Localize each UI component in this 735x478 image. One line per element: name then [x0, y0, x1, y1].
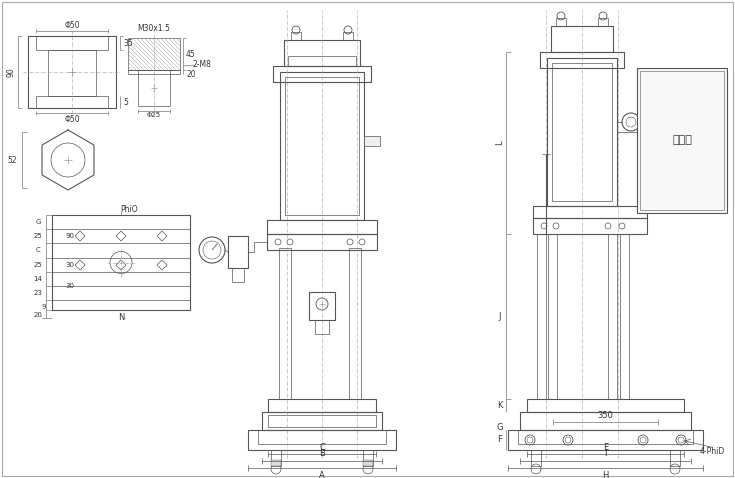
Text: H: H [602, 470, 609, 478]
Text: 4-PhiD: 4-PhiD [700, 447, 725, 456]
Text: 9: 9 [42, 304, 46, 310]
Bar [343, 32, 353, 40]
Bar [527, 399, 684, 412]
Text: F: F [498, 435, 503, 445]
Text: 14: 14 [34, 276, 43, 282]
Polygon shape [116, 260, 126, 270]
Bar [128, 70, 180, 74]
Text: M30x1.5: M30x1.5 [137, 23, 171, 33]
Text: L: L [495, 141, 504, 145]
Bar [533, 218, 647, 234]
Bar [556, 18, 566, 26]
Bar [315, 320, 329, 334]
Bar [284, 40, 360, 66]
Bar [637, 68, 727, 213]
Text: 90: 90 [7, 67, 15, 77]
Text: 2-M8: 2-M8 [193, 59, 212, 68]
Bar [232, 268, 244, 282]
Bar [363, 460, 373, 466]
Bar [608, 234, 617, 399]
Bar [309, 292, 335, 320]
Bar [128, 38, 180, 70]
Text: 35: 35 [123, 39, 133, 47]
Text: Φ50: Φ50 [64, 21, 80, 30]
Text: PhiO: PhiO [121, 205, 137, 214]
Bar [262, 412, 382, 430]
Bar [548, 234, 557, 399]
Polygon shape [75, 231, 85, 241]
Bar [248, 430, 396, 450]
Text: 23: 23 [34, 290, 43, 296]
Text: 25: 25 [34, 262, 43, 268]
Polygon shape [157, 231, 167, 241]
Bar [551, 26, 613, 52]
Bar [267, 234, 377, 250]
Bar [268, 415, 376, 427]
Bar [280, 72, 364, 220]
Bar [52, 215, 190, 310]
Bar [520, 412, 691, 430]
Bar [288, 56, 356, 66]
Bar [36, 36, 108, 50]
Bar [518, 430, 693, 444]
Bar [552, 63, 612, 201]
Text: 52: 52 [7, 155, 17, 164]
Bar [258, 430, 386, 444]
Bar [279, 248, 291, 399]
Text: 5: 5 [123, 98, 129, 107]
Text: 25: 25 [34, 233, 43, 239]
Text: 30: 30 [65, 262, 74, 268]
Bar [28, 36, 116, 108]
Text: G: G [35, 219, 40, 225]
Bar [48, 50, 96, 96]
Text: G: G [497, 423, 503, 432]
Text: 350: 350 [598, 412, 614, 421]
Text: Φ25: Φ25 [147, 112, 161, 118]
Text: 30: 30 [65, 283, 74, 289]
Bar [273, 66, 371, 82]
Bar [291, 32, 301, 40]
Bar [271, 460, 281, 466]
Bar [36, 96, 108, 108]
Text: C: C [319, 444, 325, 453]
Text: Φ50: Φ50 [64, 115, 80, 123]
Bar [531, 450, 541, 466]
Bar [138, 70, 170, 106]
Bar [670, 450, 680, 466]
Bar [349, 248, 361, 399]
Text: J: J [499, 312, 501, 321]
Text: 45: 45 [186, 50, 196, 58]
Bar [364, 136, 380, 146]
Bar [547, 58, 617, 206]
Polygon shape [75, 260, 85, 270]
Bar [228, 236, 248, 268]
Text: 电控箱: 电控箱 [672, 135, 692, 145]
Polygon shape [116, 231, 126, 241]
Text: 20: 20 [186, 69, 196, 78]
Text: C: C [35, 247, 40, 253]
Bar [598, 18, 608, 26]
Text: 90: 90 [65, 233, 74, 239]
Text: K: K [498, 401, 503, 410]
Polygon shape [157, 260, 167, 270]
Bar [620, 234, 629, 399]
Text: A: A [319, 470, 325, 478]
Bar [268, 399, 376, 412]
Text: E: E [603, 444, 608, 453]
Text: I: I [604, 449, 607, 458]
Text: N: N [118, 314, 124, 323]
Bar [363, 450, 373, 466]
Bar [537, 234, 546, 399]
Bar [640, 71, 724, 210]
Bar [533, 206, 647, 218]
Bar [540, 52, 624, 68]
Text: B: B [319, 449, 325, 458]
Text: 20: 20 [34, 312, 43, 318]
Bar [285, 77, 359, 215]
Bar [271, 450, 281, 466]
Bar [267, 220, 377, 234]
Bar [508, 430, 703, 450]
